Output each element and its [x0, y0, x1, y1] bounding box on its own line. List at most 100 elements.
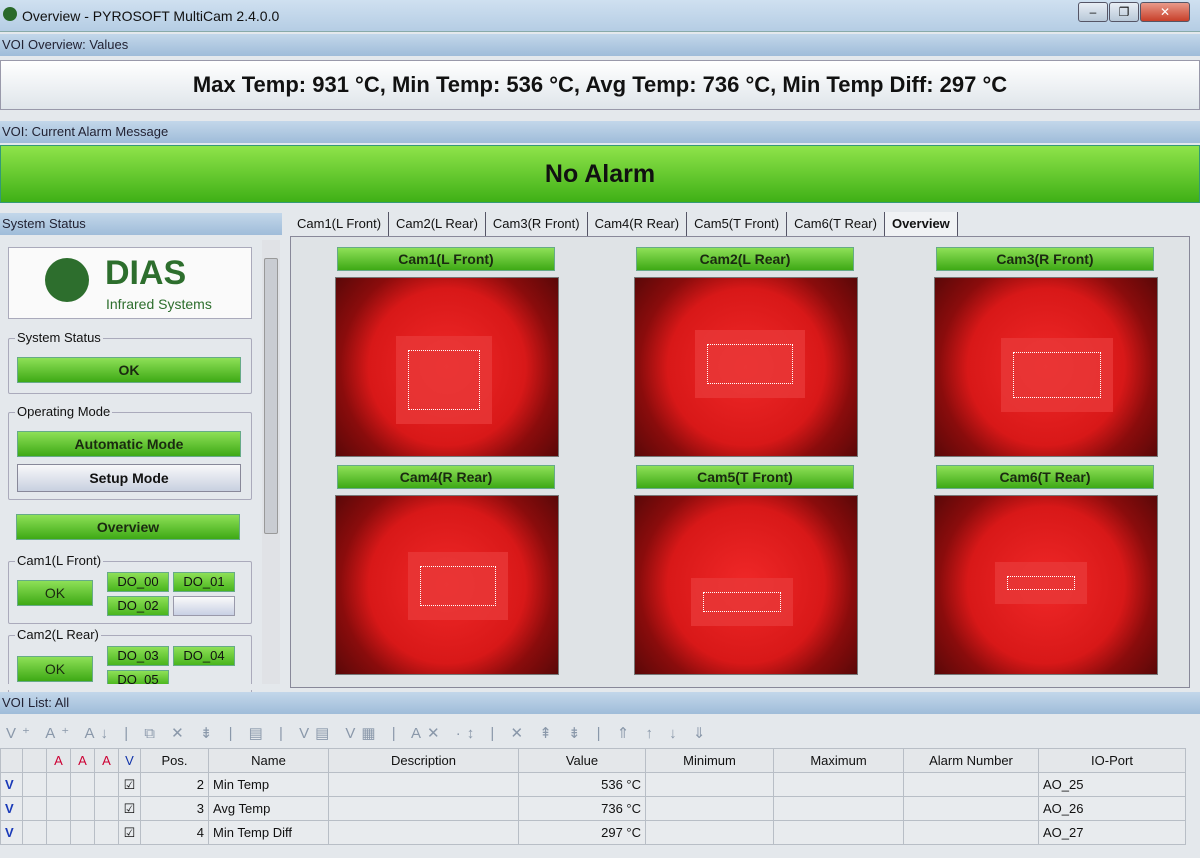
column-header[interactable]: Minimum — [645, 748, 774, 773]
cam2-status-group: Cam2(L Rear) OK DO_03 DO_04 DO_05 — [8, 627, 252, 695]
group-label: Operating Mode — [15, 404, 113, 419]
thermal-image[interactable] — [335, 277, 559, 457]
table-row[interactable]: V ☑ 3 Avg Temp 736 °C AO_26 — [0, 796, 1186, 821]
left-panel-scrollbar[interactable] — [262, 240, 280, 684]
thermal-image[interactable] — [634, 495, 858, 675]
digital-output: DO_04 — [173, 646, 235, 666]
table-row[interactable]: V ☑ 2 Min Temp 536 °C AO_25 — [0, 772, 1186, 797]
thermal-image[interactable] — [335, 495, 559, 675]
minimize-button[interactable]: – — [1078, 2, 1108, 22]
setup-mode-button[interactable]: Setup Mode — [17, 464, 241, 492]
pos-cell: 2 — [140, 772, 209, 797]
cam2-status-ok: OK — [17, 656, 93, 682]
name-cell: Min Temp Diff — [208, 820, 329, 845]
camera-overview-panel: Cam1(L Front) Cam2(L Rear) Cam3(R Front) Ca… — [290, 236, 1190, 688]
visible-mark: V — [0, 772, 23, 797]
io-port-cell: AO_26 — [1038, 796, 1186, 821]
voi-toolbar[interactable]: V⁺ A⁺ A↓ | ⧉ ✕ ⇟ | ▤ | V▤ V▦ | A✕ ·↕ | ✕… — [6, 725, 712, 742]
app-icon — [3, 7, 17, 21]
enabled-checkbox[interactable]: ☑ — [118, 772, 141, 797]
enabled-checkbox[interactable]: ☑ — [118, 796, 141, 821]
roi-box — [408, 350, 480, 410]
digital-output: DO_05 — [107, 670, 169, 686]
minimum-cell — [645, 796, 774, 821]
digital-output: DO_02 — [107, 596, 169, 616]
plate — [695, 330, 805, 398]
tab-cam6[interactable]: Cam6(T Rear) — [787, 212, 885, 236]
tab-overview[interactable]: Overview — [884, 212, 958, 236]
pos-cell: 4 — [140, 820, 209, 845]
camera-label: Cam2(L Rear) — [636, 247, 854, 271]
system-status-group: System Status OK — [8, 330, 252, 394]
thermal-image[interactable] — [934, 277, 1158, 457]
tab-cam4[interactable]: Cam4(R Rear) — [588, 212, 688, 236]
alarm-header: VOI: Current Alarm Message — [0, 121, 1200, 143]
value-cell: 736 °C — [518, 796, 646, 821]
roi-box — [420, 566, 496, 606]
tab-cam5[interactable]: Cam5(T Front) — [687, 212, 788, 236]
tab-cam2[interactable]: Cam2(L Rear) — [389, 212, 486, 236]
title-bar: Overview - PYROSOFT MultiCam 2.4.0.0 – ❐… — [0, 0, 1200, 32]
description-cell — [328, 772, 519, 797]
roi-box — [1007, 576, 1075, 590]
voi-list-header: VOI List: All — [0, 692, 1200, 714]
column-header[interactable]: Pos. — [140, 748, 209, 773]
pos-cell: 3 — [140, 796, 209, 821]
group-label: System Status — [15, 330, 103, 345]
io-port-cell: AO_25 — [1038, 772, 1186, 797]
voi-table: A A A V Pos. Name Description Value Minimum M… — [0, 748, 1186, 845]
logo-text: DIAS — [105, 254, 187, 292]
maximize-button[interactable]: ❐ — [1109, 2, 1139, 22]
cam1-status-group: Cam1(L Front) OK DO_00 DO_01 DO_02 — [8, 553, 252, 624]
maximum-cell — [773, 820, 904, 845]
column-header[interactable]: Alarm Number — [903, 748, 1039, 773]
minimum-cell — [645, 772, 774, 797]
tab-cam1[interactable]: Cam1(L Front) — [290, 212, 390, 236]
automatic-mode-button[interactable]: Automatic Mode — [17, 431, 241, 457]
roi-box — [1013, 352, 1101, 398]
alarm-number-cell — [903, 772, 1039, 797]
table-row[interactable]: V ☑ 4 Min Temp Diff 297 °C AO_27 — [0, 820, 1186, 845]
digital-output: DO_03 — [107, 646, 169, 666]
column-header[interactable]: Value — [518, 748, 646, 773]
column-header[interactable]: Maximum — [773, 748, 904, 773]
alarm-icon-col[interactable]: A — [46, 748, 71, 773]
camera-tabs: Cam1(L Front) Cam2(L Rear) Cam3(R Front)… — [290, 212, 958, 236]
alarm-number-cell — [903, 820, 1039, 845]
description-cell — [328, 820, 519, 845]
logo-icon — [45, 258, 89, 302]
overview-button[interactable]: Overview — [16, 514, 240, 540]
plate — [691, 578, 793, 626]
camera-label: Cam5(T Front) — [636, 465, 854, 489]
close-button[interactable]: ✕ — [1140, 2, 1190, 22]
visible-mark: V — [0, 796, 23, 821]
io-port-cell: AO_27 — [1038, 820, 1186, 845]
roi-box — [707, 344, 793, 384]
thermal-image[interactable] — [934, 495, 1158, 675]
thermal-image[interactable] — [634, 277, 858, 457]
system-status-header: System Status — [0, 213, 282, 235]
alarm-icon-col[interactable]: A — [70, 748, 95, 773]
dias-logo: DIAS Infrared Systems — [8, 247, 252, 319]
maximum-cell — [773, 772, 904, 797]
alarm-icon-col[interactable]: A — [94, 748, 119, 773]
plate — [408, 552, 508, 620]
visible-icon-col[interactable]: V — [118, 748, 141, 773]
column-header[interactable]: IO-Port — [1038, 748, 1186, 773]
value-cell: 536 °C — [518, 772, 646, 797]
alarm-number-cell — [903, 796, 1039, 821]
column-header[interactable]: Description — [328, 748, 519, 773]
voi-values-display: Max Temp: 931 °C, Min Temp: 536 °C, Avg … — [0, 60, 1200, 110]
plate — [995, 562, 1087, 604]
column-header[interactable]: Name — [208, 748, 329, 773]
enabled-checkbox[interactable]: ☑ — [118, 820, 141, 845]
roi-box — [703, 592, 781, 612]
logo-subtext: Infrared Systems — [106, 296, 212, 312]
scroll-thumb[interactable] — [264, 258, 278, 534]
tab-cam3[interactable]: Cam3(R Front) — [486, 212, 588, 236]
camera-label: Cam6(T Rear) — [936, 465, 1154, 489]
operating-mode-group: Operating Mode Automatic Mode Setup Mode — [8, 404, 252, 500]
minimum-cell — [645, 820, 774, 845]
visible-mark: V — [0, 820, 23, 845]
maximum-cell — [773, 796, 904, 821]
